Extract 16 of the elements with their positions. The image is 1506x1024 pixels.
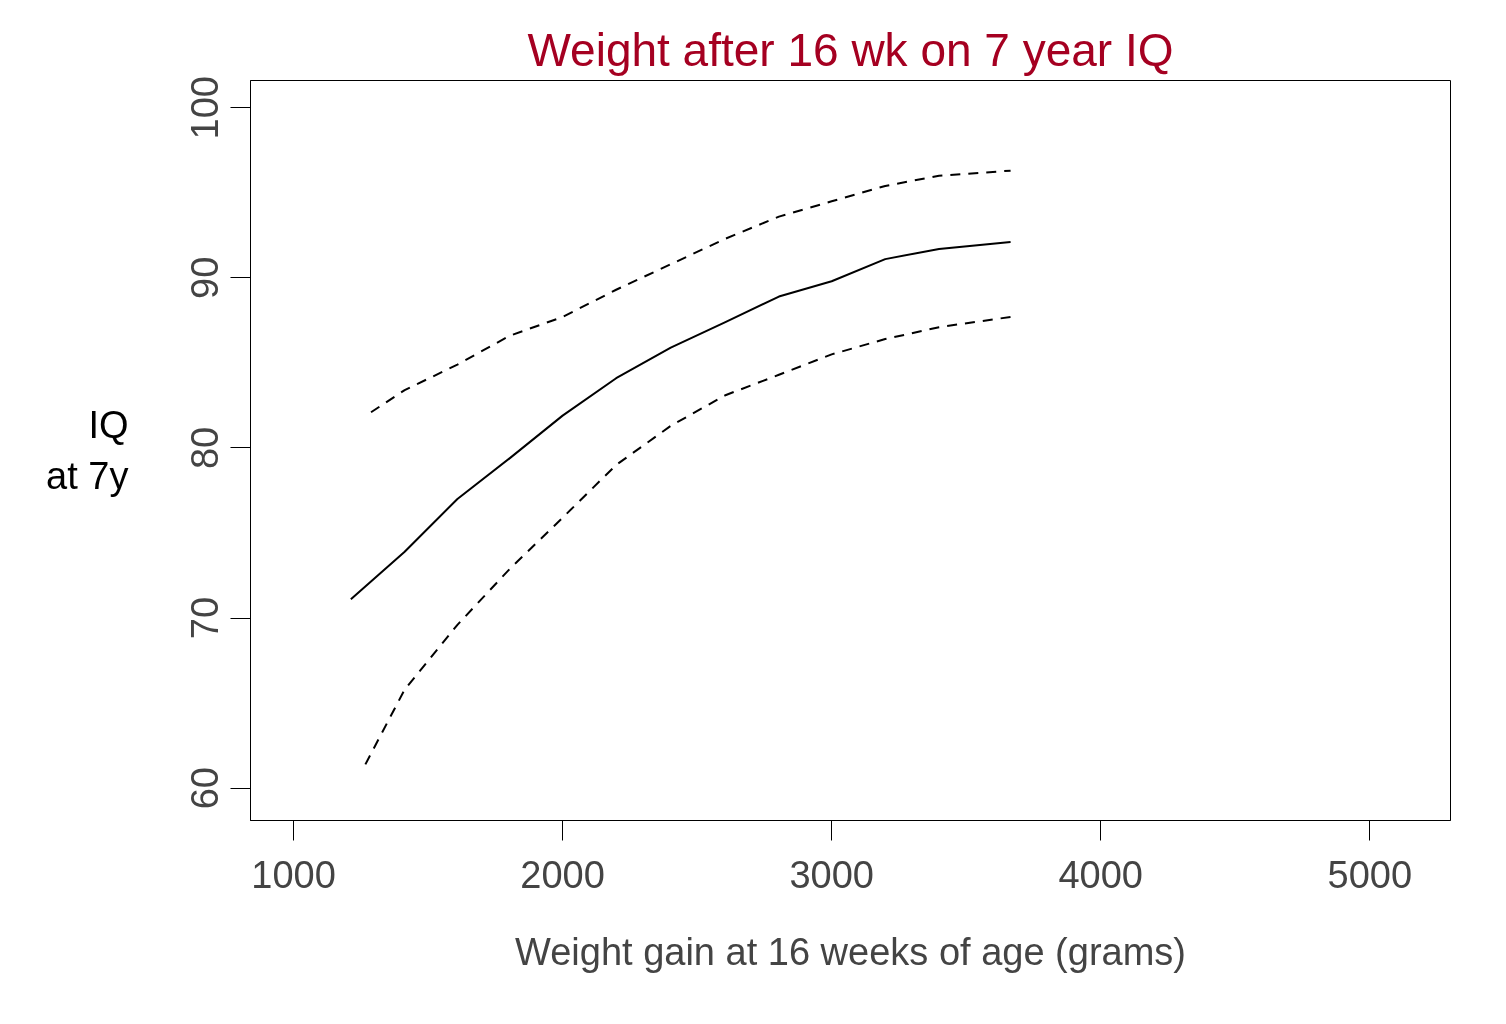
x-axis-title: Weight gain at 16 weeks of age (grams) (515, 930, 1186, 973)
x-tick-label: 3000 (789, 853, 874, 896)
y-tick-label: 70 (184, 596, 227, 640)
x-tick-label: 1000 (251, 853, 336, 896)
line-series (364, 315, 1012, 766)
y-tick-label: 100 (184, 76, 227, 140)
line-series (349, 241, 1012, 601)
line-series (370, 169, 1012, 414)
chart-title: Weight after 16 wk on 7 year IQ (527, 23, 1174, 76)
y-tick-label: 90 (184, 256, 227, 299)
y-tick-label: 60 (184, 767, 227, 810)
x-tick-label: 5000 (1327, 853, 1413, 896)
y-axis-title: IQ at 7y (46, 404, 129, 497)
x-tick-label: 4000 (1058, 853, 1143, 896)
x-tick-label: 2000 (520, 853, 605, 896)
y-tick-label: 80 (184, 426, 227, 470)
